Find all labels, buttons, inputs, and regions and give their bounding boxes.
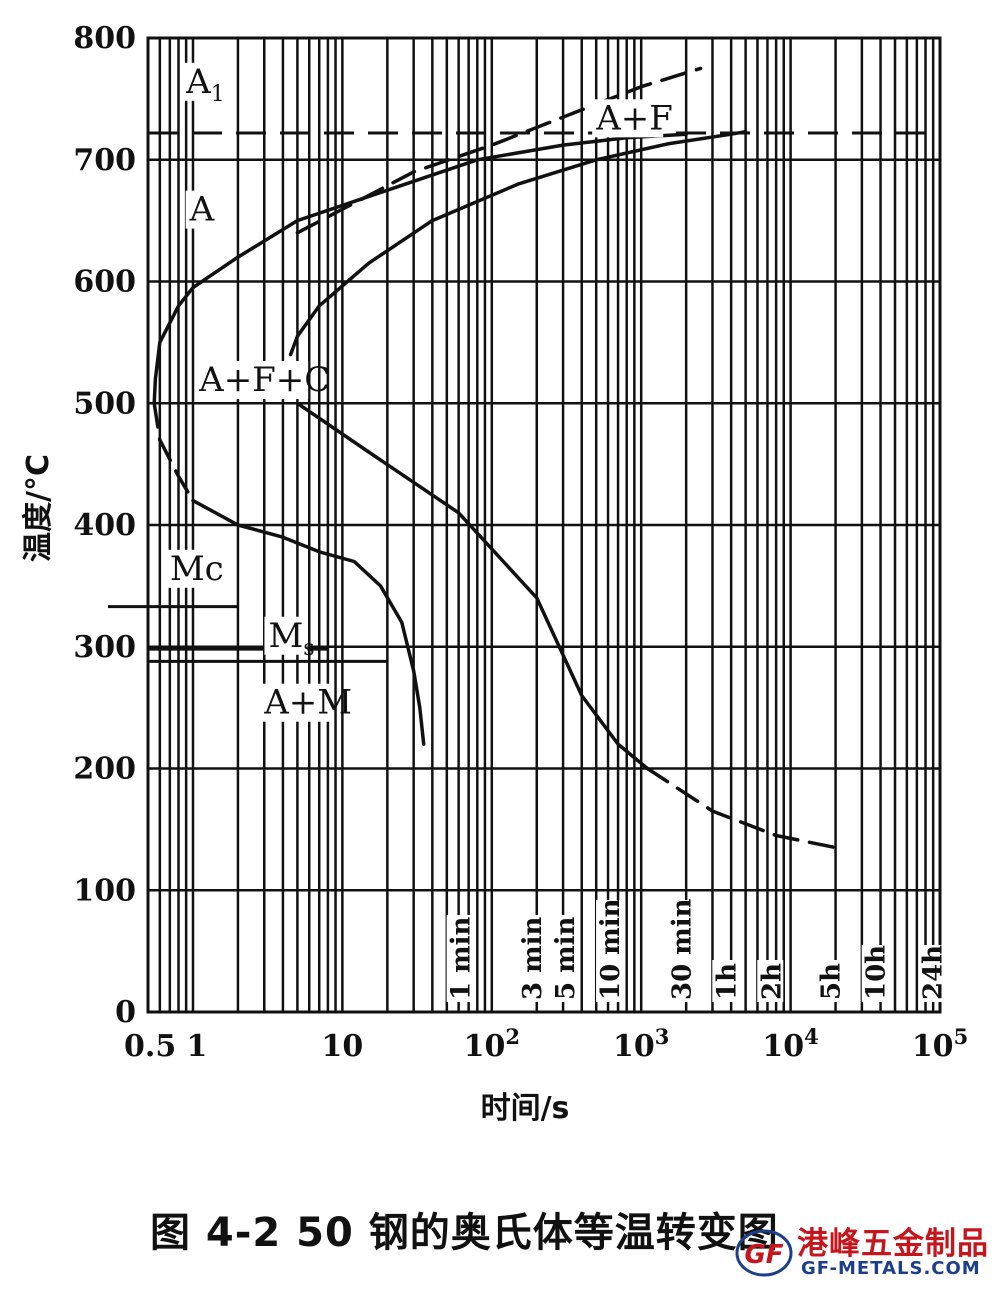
y-tick-label: 800 <box>73 21 136 56</box>
region-label-bg <box>260 683 332 722</box>
region-label-bg <box>165 549 216 588</box>
time-label-bg <box>757 960 784 1002</box>
time-label: 10h <box>862 945 892 1000</box>
time-label: 24h <box>919 945 949 1000</box>
time-label: 5h <box>817 963 847 1000</box>
transformation-curves <box>152 66 838 850</box>
y-tick-label: 700 <box>73 143 136 178</box>
x-axis-label: 时间/s <box>481 1091 570 1126</box>
watermark-chinese-text: 港峰五金制品 <box>797 1226 989 1262</box>
time-label: 1 min <box>447 916 477 1000</box>
region-label-bg <box>264 616 308 655</box>
transformation-curve <box>152 132 688 406</box>
y-tick-label: 500 <box>73 386 136 421</box>
region-label: A+F+C <box>198 360 330 400</box>
watermark-logo: GF <box>735 1229 793 1277</box>
time-label: 2h <box>757 963 787 1000</box>
x-tick-label: 103 <box>613 1024 669 1064</box>
transformation-curve <box>288 129 748 357</box>
transformation-curve <box>152 401 195 503</box>
transformation-curve <box>295 66 703 235</box>
x-tick-label: 0.5 <box>124 1029 176 1064</box>
grid-lines <box>146 36 942 1014</box>
time-label-bg <box>551 915 578 1002</box>
x-tick-label: 1 <box>187 1029 208 1064</box>
x-tick-labels: 0.5 1 10 102 103 104 105 <box>124 1024 968 1064</box>
y-tick-label: 400 <box>73 508 136 543</box>
time-label: 1h <box>712 963 742 1000</box>
time-label: 30 min <box>667 898 697 1000</box>
time-label-bg <box>596 900 623 1002</box>
time-labels: 1 min 3 min 5 min 10 min 30 min 1h 2h 5h 10h 24h <box>446 898 949 1002</box>
y-tick-label: 200 <box>73 752 136 787</box>
time-label-bg <box>667 900 694 1002</box>
time-label-bg <box>861 945 888 1002</box>
x-tick-label: 10 <box>322 1029 364 1064</box>
y-tick-label: 0 <box>115 995 136 1030</box>
y-tick-label: 300 <box>73 630 136 665</box>
y-tick-label: 100 <box>73 873 136 908</box>
time-label-bg <box>517 915 544 1002</box>
x-tick-label: 105 <box>912 1024 968 1064</box>
region-label: Mc <box>170 549 224 589</box>
time-label-bg <box>918 945 945 1002</box>
region-label-bg <box>182 62 226 101</box>
y-axis-label: 温度/°C <box>21 454 56 562</box>
x-tick-label: 102 <box>464 1024 520 1064</box>
watermark: GF 港峰五金制品 GF-METALS.COM <box>735 1218 997 1286</box>
transformation-curve <box>191 498 426 746</box>
svg-text:GF: GF <box>744 1240 783 1270</box>
region-label: Ms <box>268 616 314 661</box>
y-tick-label: 600 <box>73 265 136 300</box>
watermark-url: GF-METALS.COM <box>801 1258 981 1279</box>
time-label: 10 min <box>596 898 626 1000</box>
time-label-bg <box>712 960 739 1002</box>
region-label: A+M <box>263 683 352 723</box>
region-label: A+F <box>595 98 673 138</box>
region-label-bg <box>592 99 664 138</box>
transformation-curve <box>295 401 650 771</box>
region-label: A <box>189 190 215 230</box>
region-label-bg <box>185 190 215 229</box>
y-tick-labels: 0 100 200 300 400 500 600 700 800 <box>73 21 136 1030</box>
time-label: 3 min <box>518 916 548 1000</box>
time-label: 5 min <box>551 916 581 1000</box>
time-label-bg <box>446 915 473 1002</box>
isothermal-transformation-chart: 0 100 200 300 400 500 600 700 800 0.5 1 10 102 103 10… <box>21 21 968 1126</box>
figure-caption: 图 4-2 50 钢的奥氏体等温转变图 <box>150 1210 779 1256</box>
transformation-curve <box>645 766 838 850</box>
x-tick-label: 104 <box>762 1024 818 1064</box>
time-label-bg <box>816 960 843 1002</box>
region-label-bg <box>195 361 309 400</box>
